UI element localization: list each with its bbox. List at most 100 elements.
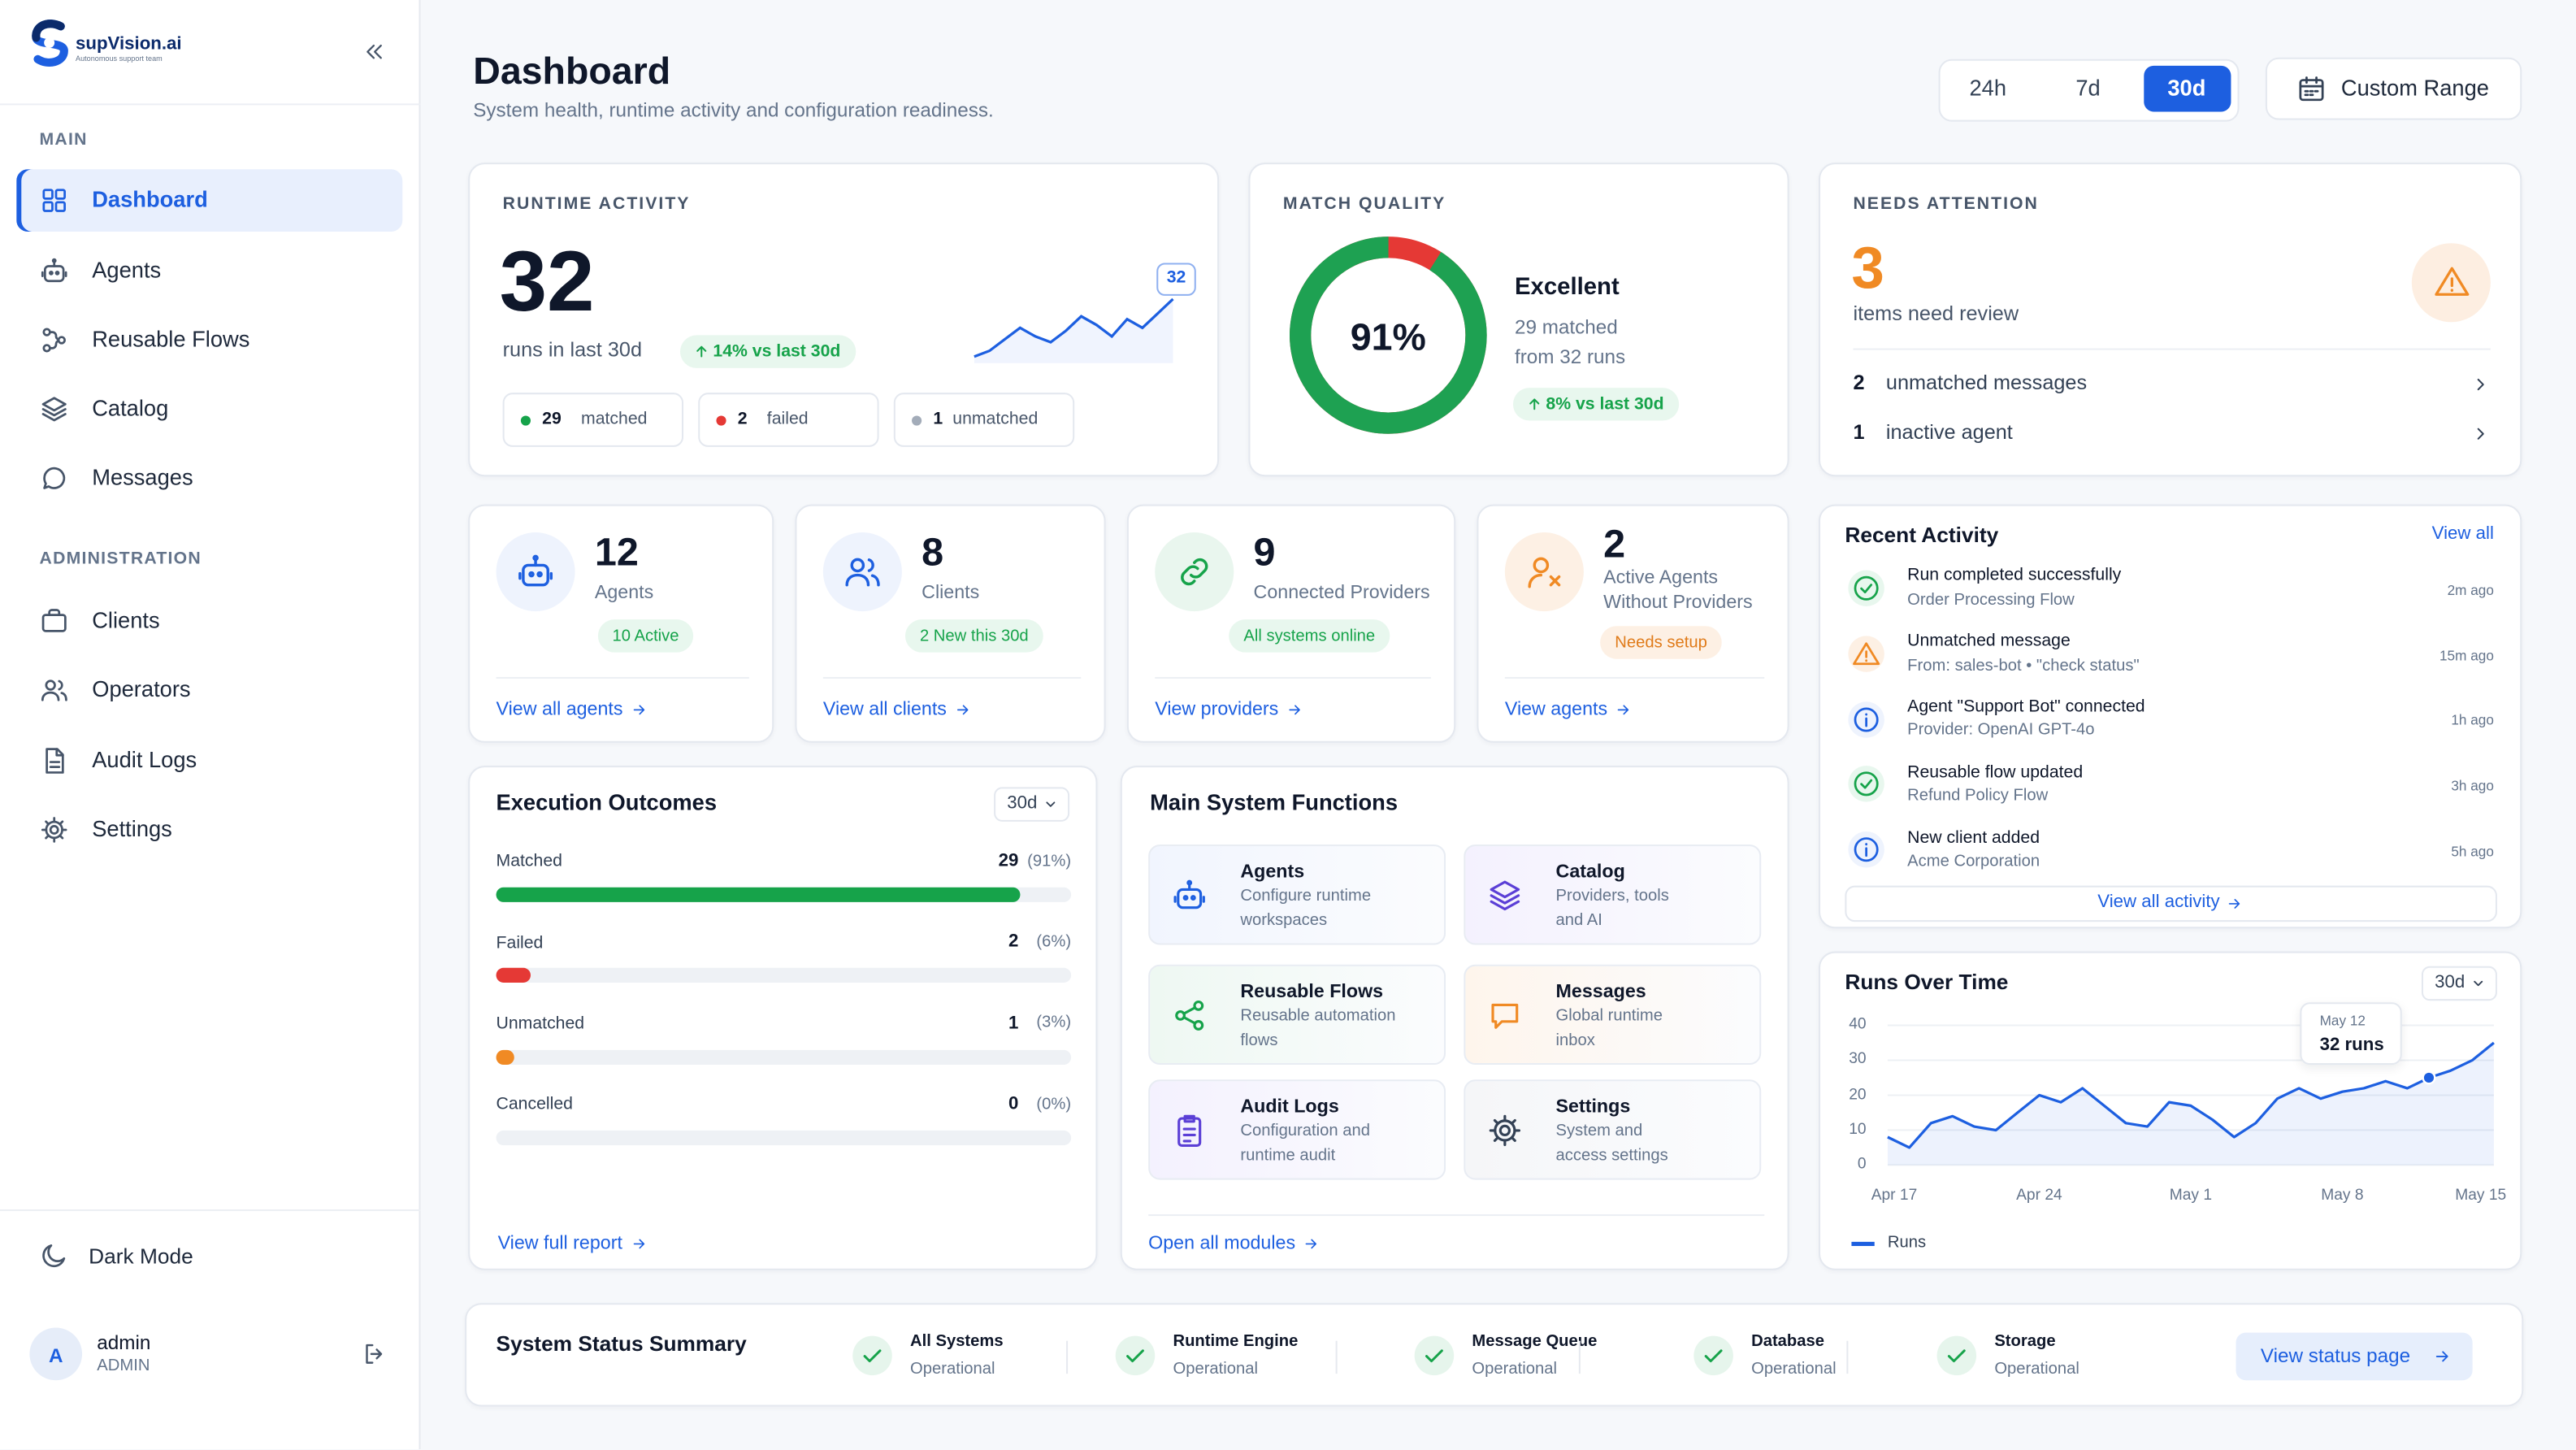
nav-icon-part-part	[43, 467, 66, 489]
stat-link-arrow-part	[1289, 705, 1301, 715]
period-label: 30d	[2435, 973, 2465, 993]
range-button[interactable]: 7d	[2075, 75, 2101, 100]
stat-link[interactable]: View all clients	[822, 699, 947, 720]
stat-badge: 10 Active	[597, 619, 694, 653]
nav-item[interactable]	[16, 590, 402, 653]
stat-badge-text: 10 Active	[612, 627, 679, 646]
rating: Excellent	[1514, 274, 1620, 301]
module-tile[interactable]: Audit Logs Configuration and runtime audit	[1148, 1079, 1446, 1180]
module-description: Global runtime	[1555, 1006, 1663, 1026]
divider	[1853, 348, 2491, 350]
card-label: NEEDS ATTENTION	[1853, 194, 2039, 215]
outcome-name: Unmatched	[496, 1014, 585, 1034]
stat-badge: Needs setup	[1600, 626, 1723, 659]
nav-icon-part-part	[41, 817, 67, 843]
report-link-arrow-part	[633, 1239, 644, 1249]
nav-icon-part	[43, 467, 66, 489]
stat-link[interactable]: View providers	[1155, 699, 1279, 720]
range-button[interactable]: 24h	[1969, 75, 2007, 100]
change-badge-icon	[693, 344, 709, 360]
outcome-percent: (0%)	[1036, 1095, 1072, 1114]
module-tile[interactable]: Catalog Providers, tools and AI	[1464, 844, 1762, 945]
card-title: Recent Activity	[1845, 522, 1999, 548]
stat-value: 8	[922, 531, 944, 575]
custom-range-button[interactable]	[2265, 57, 2522, 120]
status-check-part-part	[1704, 1349, 1723, 1363]
activity-detail: Acme Corporation	[1907, 853, 2040, 871]
divider	[496, 676, 749, 679]
activity-footer-button[interactable]	[1845, 885, 2497, 923]
stat-value: 2	[1603, 523, 1626, 567]
brand: supVision.ai	[75, 34, 182, 55]
outcome-dot	[520, 415, 531, 426]
y-tick-label: 0	[1857, 1155, 1867, 1174]
logout-button[interactable]	[362, 1341, 388, 1367]
main-functions-card: Main System Functions Agents Configure run…	[1120, 766, 1789, 1270]
range-button[interactable]: 30d	[2167, 75, 2206, 100]
activity-icon-part-part	[1854, 575, 1879, 601]
nav-icon-part-part	[58, 679, 67, 701]
period-dropdown[interactable]	[994, 787, 1070, 822]
card-title: System Status Summary	[496, 1331, 747, 1356]
nav-section-title: ADMINISTRATION	[39, 549, 202, 570]
dark-mode-toggle[interactable]	[20, 1229, 397, 1282]
modules-link[interactable]: Open all modules	[1148, 1233, 1296, 1254]
module-tile[interactable]: Agents Configure runtime workspaces	[1148, 844, 1446, 945]
nav-icon-part-part	[41, 413, 67, 422]
chevron-down-part-part	[2474, 980, 2483, 987]
stat-label: Clients	[922, 583, 980, 603]
module-name: Catalog	[1555, 862, 1625, 883]
match-quality-card: MATCH QUALITY 91% Excellent 29 matched from …	[1248, 163, 1789, 477]
nav-item[interactable]	[16, 730, 402, 792]
logout-button-part	[366, 1344, 383, 1364]
warning-icon-part	[2435, 267, 2470, 296]
chevron-down	[1043, 797, 1058, 812]
collapse-button[interactable]	[362, 40, 386, 64]
chevron-part-part	[2477, 428, 2484, 440]
divider	[1504, 676, 1765, 679]
view-all-link[interactable]: View all	[2431, 524, 2494, 545]
status-page-arrow-part	[2435, 1351, 2448, 1362]
sparkline	[974, 297, 1174, 363]
line-area	[1887, 1042, 2494, 1166]
nav-icon-part	[42, 328, 66, 353]
module-icon-part-part	[1494, 1119, 1516, 1142]
nav-item[interactable]	[16, 378, 402, 441]
module-icon-part-part	[1490, 894, 1520, 905]
stat-icon-bg	[1155, 532, 1234, 612]
progress-bar	[496, 887, 1020, 902]
runtime-activity-card: RUNTIME ACTIVITY 32 runs in last 30d 14% vs…	[468, 163, 1220, 477]
highlight-point	[2422, 1070, 2436, 1085]
stat-card: 2 Active Agents Without Providers Needs se…	[1477, 504, 1789, 743]
module-name: Agents	[1240, 862, 1305, 883]
nav-item[interactable]	[16, 169, 403, 232]
change-badge-icon-part-part	[1529, 398, 1540, 410]
nav-item[interactable]	[16, 240, 402, 302]
stat-card: 8 Clients 2 New this 30d View all clients	[795, 504, 1106, 743]
collapse-button-part	[366, 44, 382, 59]
module-tile[interactable]: Messages Global runtime inbox	[1464, 964, 1762, 1066]
collapse-button-part-part	[366, 44, 382, 59]
x-tick-label: May 8	[2321, 1186, 2364, 1205]
stat-link[interactable]: View all agents	[496, 699, 623, 720]
period-dropdown[interactable]	[2421, 966, 2497, 1001]
change-badge-icon-part	[1529, 398, 1540, 410]
outcome-name: Cancelled	[496, 1095, 573, 1115]
sparkline-area	[974, 298, 1173, 363]
module-tile[interactable]: Settings System and access settings	[1464, 1079, 1762, 1180]
report-link[interactable]: View full report	[497, 1233, 622, 1254]
module-tile[interactable]: Reusable Flows Reusable automation flows	[1148, 964, 1446, 1066]
nav-item[interactable]	[16, 799, 402, 862]
nav-item[interactable]	[16, 447, 402, 510]
nav-icon-part-part	[41, 691, 60, 701]
stat-value: 9	[1253, 531, 1276, 575]
module-name: Settings	[1555, 1097, 1631, 1118]
stat-link[interactable]: View agents	[1504, 699, 1608, 720]
separator	[1335, 1340, 1338, 1374]
footer-arrow-part-part	[2229, 899, 2240, 909]
stat-link-arrow-part-part	[1618, 705, 1630, 715]
outcome-percent: (6%)	[1036, 933, 1072, 952]
status-page-button[interactable]	[2236, 1332, 2473, 1381]
calendar-icon-part	[2299, 76, 2324, 102]
nav-item[interactable]	[16, 659, 402, 722]
